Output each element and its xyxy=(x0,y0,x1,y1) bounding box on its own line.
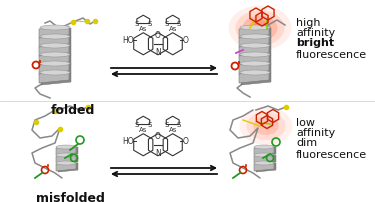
Text: N: N xyxy=(155,148,161,158)
Polygon shape xyxy=(254,162,274,171)
Polygon shape xyxy=(41,73,71,85)
Polygon shape xyxy=(239,35,269,47)
Ellipse shape xyxy=(40,61,70,66)
Ellipse shape xyxy=(56,153,76,157)
Polygon shape xyxy=(239,44,269,56)
Polygon shape xyxy=(254,146,274,155)
Text: affinity: affinity xyxy=(296,128,335,138)
Polygon shape xyxy=(241,73,271,85)
Polygon shape xyxy=(56,146,76,155)
Ellipse shape xyxy=(254,145,274,149)
Text: folded: folded xyxy=(51,104,95,117)
Text: S: S xyxy=(147,21,152,26)
Ellipse shape xyxy=(228,5,291,50)
Polygon shape xyxy=(39,62,69,74)
Text: affinity: affinity xyxy=(296,28,335,38)
Text: As: As xyxy=(139,127,147,133)
Ellipse shape xyxy=(240,43,270,48)
Polygon shape xyxy=(39,35,69,47)
Polygon shape xyxy=(39,44,69,56)
Polygon shape xyxy=(241,46,271,58)
Ellipse shape xyxy=(240,52,270,57)
Polygon shape xyxy=(239,62,269,74)
Ellipse shape xyxy=(56,161,76,165)
Polygon shape xyxy=(41,64,71,76)
Ellipse shape xyxy=(249,20,271,36)
Ellipse shape xyxy=(243,16,278,40)
Text: dim: dim xyxy=(296,138,317,148)
Polygon shape xyxy=(239,26,269,38)
Text: S: S xyxy=(177,21,182,26)
Polygon shape xyxy=(254,154,274,163)
Text: low: low xyxy=(296,118,315,128)
Polygon shape xyxy=(41,55,71,67)
Ellipse shape xyxy=(40,43,70,48)
Text: S: S xyxy=(177,122,182,127)
Text: O: O xyxy=(155,132,161,141)
Polygon shape xyxy=(41,28,71,40)
Text: S: S xyxy=(147,122,152,127)
Polygon shape xyxy=(241,55,271,67)
Ellipse shape xyxy=(240,61,270,66)
Text: HO: HO xyxy=(123,36,134,45)
Polygon shape xyxy=(41,46,71,58)
Ellipse shape xyxy=(254,117,279,135)
Ellipse shape xyxy=(40,34,70,39)
Polygon shape xyxy=(39,71,69,83)
Text: bright: bright xyxy=(296,38,334,48)
Text: fluorescence: fluorescence xyxy=(296,150,367,160)
Text: O: O xyxy=(183,36,189,45)
Polygon shape xyxy=(58,147,78,156)
Ellipse shape xyxy=(40,52,70,57)
Text: O: O xyxy=(155,31,161,40)
Polygon shape xyxy=(39,53,69,65)
Text: fluorescence: fluorescence xyxy=(296,50,367,60)
Polygon shape xyxy=(256,163,276,172)
Polygon shape xyxy=(239,71,269,83)
Polygon shape xyxy=(239,53,269,65)
Ellipse shape xyxy=(240,34,270,39)
Text: O: O xyxy=(183,137,189,146)
Polygon shape xyxy=(241,64,271,76)
Text: S: S xyxy=(135,122,139,127)
Text: HO: HO xyxy=(123,137,134,146)
Polygon shape xyxy=(256,147,276,156)
Text: high: high xyxy=(296,18,321,28)
Ellipse shape xyxy=(246,112,286,140)
Polygon shape xyxy=(58,163,78,172)
Ellipse shape xyxy=(240,70,270,75)
Text: S: S xyxy=(164,122,168,127)
Polygon shape xyxy=(58,155,78,164)
Ellipse shape xyxy=(254,153,274,157)
Ellipse shape xyxy=(40,25,70,30)
Text: As: As xyxy=(168,127,177,133)
Polygon shape xyxy=(41,37,71,49)
Polygon shape xyxy=(241,37,271,49)
Polygon shape xyxy=(56,154,76,163)
Ellipse shape xyxy=(240,25,270,30)
Text: N: N xyxy=(155,47,161,57)
Text: As: As xyxy=(168,26,177,32)
Text: S: S xyxy=(135,21,139,26)
Polygon shape xyxy=(241,28,271,40)
Text: As: As xyxy=(139,26,147,32)
Polygon shape xyxy=(39,26,69,38)
Ellipse shape xyxy=(236,11,285,45)
Polygon shape xyxy=(256,155,276,164)
Polygon shape xyxy=(56,162,76,171)
Ellipse shape xyxy=(239,107,292,145)
Ellipse shape xyxy=(56,145,76,149)
Text: S: S xyxy=(164,21,168,26)
Text: misfolded: misfolded xyxy=(36,192,104,202)
Ellipse shape xyxy=(254,161,274,165)
Ellipse shape xyxy=(40,70,70,75)
